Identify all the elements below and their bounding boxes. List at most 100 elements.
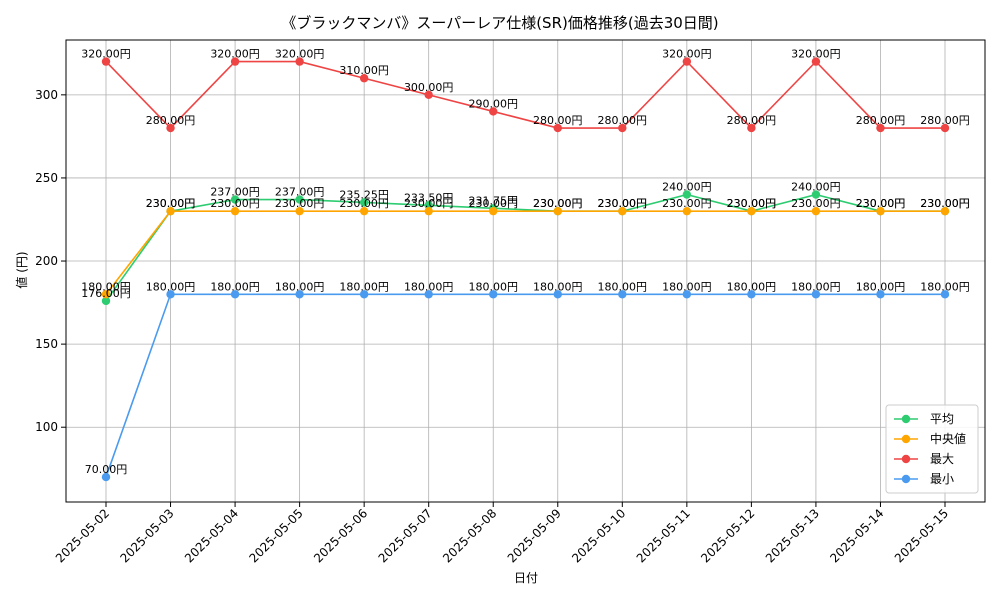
data-point xyxy=(230,57,240,66)
y-tick-label: 250 xyxy=(35,171,58,185)
data-label: 180.00円 xyxy=(210,280,260,293)
data-label: 230.00円 xyxy=(662,197,712,210)
data-label: 230.00円 xyxy=(533,197,583,210)
data-label: 230.00円 xyxy=(791,197,841,210)
data-label: 280.00円 xyxy=(920,114,970,127)
data-label: 180.00円 xyxy=(146,280,196,293)
data-point xyxy=(553,290,562,299)
data-point xyxy=(230,290,240,299)
data-label: 233.50円 xyxy=(404,191,454,204)
x-tick-label: 2025-05-11 xyxy=(634,506,693,565)
legend-marker xyxy=(901,474,911,484)
data-label: 230.00円 xyxy=(533,197,583,210)
data-point xyxy=(166,206,175,216)
legend-marker xyxy=(901,454,911,464)
data-point xyxy=(489,107,498,116)
data-label: 180.00円 xyxy=(727,280,777,293)
data-point xyxy=(295,195,304,204)
data-label: 180.00円 xyxy=(81,280,131,293)
data-point xyxy=(359,198,369,207)
data-label: 290.00円 xyxy=(468,97,518,110)
data-point xyxy=(359,74,369,83)
data-label: 231.75円 xyxy=(468,194,518,207)
legend-label: 中央値 xyxy=(930,431,966,446)
data-label: 180.00円 xyxy=(404,280,454,293)
data-label: 230.00円 xyxy=(275,197,325,210)
data-point xyxy=(940,290,950,299)
data-label: 230.00円 xyxy=(598,197,648,210)
data-point xyxy=(553,123,562,133)
data-label: 320.00円 xyxy=(210,48,260,61)
data-label: 320.00円 xyxy=(791,48,841,61)
y-tick-label: 100 xyxy=(35,420,58,434)
legend-label: 平均 xyxy=(930,412,954,426)
x-tick-label: 2025-05-10 xyxy=(569,506,628,565)
data-label: 70.00円 xyxy=(85,463,128,476)
data-point xyxy=(295,206,304,216)
data-label: 180.00円 xyxy=(468,280,518,293)
data-point xyxy=(101,290,111,299)
x-axis-label: 日付 xyxy=(514,571,538,585)
data-point xyxy=(101,296,111,306)
data-point xyxy=(424,90,433,100)
series-line-1 xyxy=(105,210,945,295)
data-label: 176.00円 xyxy=(81,287,131,300)
x-tick-label: 2025-05-06 xyxy=(311,506,370,565)
data-label: 237.00円 xyxy=(210,186,260,199)
data-label: 230.00円 xyxy=(856,197,906,210)
x-tick-label: 2025-05-12 xyxy=(698,506,757,565)
grid-lines xyxy=(66,40,985,502)
data-point xyxy=(424,201,433,210)
x-tick-label: 2025-05-04 xyxy=(182,506,241,565)
data-point xyxy=(876,206,885,216)
legend-marker xyxy=(901,414,911,424)
data-label: 230.00円 xyxy=(856,197,906,210)
data-point xyxy=(682,206,692,216)
legend-label: 最小 xyxy=(930,472,954,486)
x-tick-label: 2025-05-14 xyxy=(827,506,886,565)
data-label: 310.00円 xyxy=(339,64,389,77)
data-label: 230.00円 xyxy=(339,197,389,210)
data-label: 320.00円 xyxy=(662,48,712,61)
data-point xyxy=(682,290,692,299)
data-label: 180.00円 xyxy=(275,280,325,293)
data-point xyxy=(618,206,627,216)
series-layer xyxy=(101,57,950,482)
legend-box xyxy=(885,404,979,494)
data-point xyxy=(747,290,756,299)
data-point xyxy=(166,290,175,299)
data-label: 280.00円 xyxy=(856,114,906,127)
y-tick-label: 150 xyxy=(35,337,58,351)
data-label: 180.00円 xyxy=(598,280,648,293)
x-tick-label: 2025-05-03 xyxy=(117,506,176,565)
data-label: 320.00円 xyxy=(81,48,131,61)
data-label: 180.00円 xyxy=(662,280,712,293)
data-point xyxy=(940,123,950,133)
series-line-0 xyxy=(105,193,945,302)
data-point xyxy=(101,57,111,66)
data-label: 230.00円 xyxy=(727,197,777,210)
data-point xyxy=(876,123,885,133)
data-label: 230.00円 xyxy=(210,197,260,210)
data-point xyxy=(359,206,369,216)
x-tick-label: 2025-05-05 xyxy=(247,506,306,565)
data-label: 300.00円 xyxy=(404,81,454,94)
data-point xyxy=(424,290,433,299)
data-point xyxy=(618,123,627,133)
series-line-3 xyxy=(105,293,945,478)
data-label: 240.00円 xyxy=(662,181,712,194)
plot-frame xyxy=(65,39,986,503)
data-point xyxy=(876,290,885,299)
data-label: 180.00円 xyxy=(339,280,389,293)
data-point xyxy=(811,57,821,66)
data-label: 180.00円 xyxy=(533,280,583,293)
data-label: 180.00円 xyxy=(856,280,906,293)
data-point xyxy=(295,57,304,66)
series-line-2 xyxy=(105,60,945,130)
data-label: 237.00円 xyxy=(275,186,325,199)
x-tick-label: 2025-05-08 xyxy=(440,506,499,565)
chart-title: 《ブラックマンバ》スーパーレア仕様(SR)価格推移(過去30日間) xyxy=(281,14,718,32)
